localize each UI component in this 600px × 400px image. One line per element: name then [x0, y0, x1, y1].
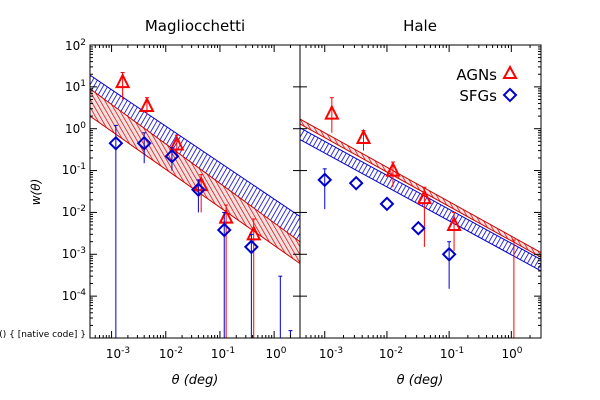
x-tick-label: 10-2 — [159, 346, 183, 361]
x-tick-label: 10-3 — [106, 346, 130, 361]
axis-ticks — [89, 44, 542, 339]
x-tick-label: 10-2 — [379, 346, 403, 361]
legend-label-agns: AGNs — [456, 66, 497, 84]
sfg-data-point — [317, 172, 333, 188]
panel-title-magliocchetti: Magliocchetti — [145, 17, 245, 35]
y-tick-label: 10-2 — [62, 204, 86, 219]
agn-data-point — [115, 72, 131, 89]
fit-band — [300, 118, 541, 258]
legend-label-sfgs: SFGs — [459, 87, 497, 105]
agn-data-point — [416, 188, 433, 205]
y-tick-label: 101 — [65, 79, 86, 94]
agn-data-point — [324, 104, 340, 120]
fit-bands-magliocchetti — [90, 74, 300, 265]
y-tick-label: 10-4 — [62, 288, 87, 303]
sfg-data-point — [243, 239, 259, 255]
y-tick-label: 10-1 — [62, 162, 86, 177]
agn-data-point — [355, 128, 372, 145]
y-axis-title: w(θ) — [29, 179, 43, 206]
data-points-magliocchetti — [108, 72, 293, 338]
data-points-hale — [317, 97, 516, 338]
sfg-data-point — [216, 222, 232, 238]
fit-band — [90, 88, 300, 265]
legend-marker-triangle — [502, 64, 518, 79]
x-axis-title-hale: θ (deg) — [397, 373, 444, 388]
y-tick-label: 10function sup() { [native code] } — [0, 330, 86, 345]
y-tick-label: 10-3 — [62, 246, 86, 261]
sfg-data-point — [108, 135, 124, 151]
x-tick-label: 100 — [501, 346, 522, 361]
sfg-data-point — [410, 220, 426, 236]
x-tick-label: 10-1 — [440, 346, 464, 361]
agn-data-point — [246, 225, 262, 241]
sfg-data-point — [379, 196, 395, 212]
sfg-data-point — [441, 246, 457, 262]
agn-data-point — [169, 135, 185, 151]
agn-data-point — [385, 161, 401, 177]
agn-data-point — [139, 96, 155, 112]
fit-bands-hale — [300, 118, 541, 272]
agn-data-point — [446, 215, 462, 232]
sfg-data-point — [136, 135, 152, 151]
y-axis-labels: 10function sup() { [native code] } 10-4 … — [0, 38, 86, 345]
y-tick-label: 102 — [65, 38, 86, 53]
sfg-data-point — [190, 182, 206, 198]
x-axis-title-magliocchetti: θ (deg) — [172, 373, 219, 388]
x-axis-labels: 10-3 10-2 10-1 100 10-3 10-2 10-1 100 — [106, 346, 523, 361]
sfg-data-point — [348, 175, 364, 191]
y-tick-label: 100 — [65, 121, 86, 136]
sfg-data-point — [164, 148, 180, 164]
plot-frame-hale — [299, 44, 542, 339]
legend-marker-diamond — [502, 87, 518, 103]
panel-title-hale: Hale — [403, 17, 437, 35]
x-tick-label: 10-3 — [319, 346, 343, 361]
agn-data-point — [218, 208, 234, 224]
legend: AGNs SFGs — [456, 64, 518, 105]
x-tick-label: 100 — [265, 346, 286, 361]
x-tick-label: 10-1 — [211, 346, 235, 361]
